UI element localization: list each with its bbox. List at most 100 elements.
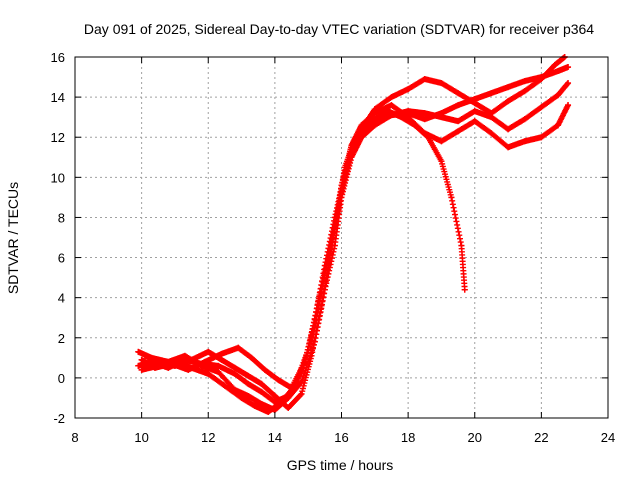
data-point: [248, 354, 255, 361]
data-point: [405, 86, 412, 93]
data-point: [455, 118, 462, 125]
data-point: [181, 352, 188, 359]
data-point: [538, 76, 545, 83]
data-point: [271, 392, 278, 399]
data-point: [328, 246, 335, 253]
data-point: [505, 98, 512, 105]
data-point: [565, 102, 572, 109]
data-point: [488, 90, 495, 97]
data-point: [555, 68, 562, 75]
data-point: [565, 80, 572, 87]
data-point: [245, 372, 252, 379]
data-point: [398, 114, 405, 121]
data-point: [251, 402, 258, 409]
y-tick-label: 4: [58, 291, 65, 306]
y-tick-label: 0: [58, 371, 65, 386]
data-point: [471, 100, 478, 107]
x-tick-label: 18: [401, 430, 415, 445]
y-tick-label: 12: [51, 130, 65, 145]
data-point: [135, 348, 142, 355]
data-point: [505, 84, 512, 91]
data-point: [141, 352, 148, 359]
data-point: [205, 348, 212, 355]
data-point: [471, 118, 478, 125]
x-axis-ticks: 8 10 12 14 16 18 20 22 24: [71, 57, 615, 445]
data-point: [371, 122, 378, 129]
data-point: [138, 356, 145, 363]
data-point: [438, 138, 445, 145]
data-point: [188, 364, 195, 371]
data-points: [135, 54, 572, 415]
data-point: [521, 88, 528, 95]
data-point: [521, 116, 528, 123]
data-point: [455, 128, 462, 135]
data-point: [218, 350, 225, 357]
series-trace-4: [138, 108, 468, 415]
y-tick-label: 10: [51, 170, 65, 185]
data-point: [538, 104, 545, 111]
x-tick-label: 16: [334, 430, 348, 445]
data-point: [305, 346, 312, 353]
data-point: [348, 150, 355, 157]
data-point: [565, 64, 572, 71]
data-point: [238, 394, 245, 401]
data-point: [505, 126, 512, 133]
data-point: [385, 108, 392, 115]
data-point: [421, 116, 428, 123]
data-point: [458, 242, 465, 249]
y-tick-label: 6: [58, 251, 65, 266]
data-point: [488, 130, 495, 137]
data-point: [171, 356, 178, 363]
data-point: [201, 358, 208, 365]
data-point: [455, 102, 462, 109]
data-point: [258, 388, 265, 395]
data-point: [555, 122, 562, 129]
data-point: [505, 144, 512, 151]
y-tick-label: -2: [53, 411, 65, 426]
y-tick-label: 2: [58, 331, 65, 346]
data-point: [235, 344, 242, 351]
data-point: [438, 80, 445, 87]
data-point: [291, 382, 298, 389]
data-point: [538, 134, 545, 141]
chart-title: Day 091 of 2025, Sidereal Day-to-day VTE…: [84, 21, 594, 37]
data-point: [438, 114, 445, 121]
data-point: [138, 366, 145, 373]
data-point: [135, 362, 142, 369]
data-point: [438, 158, 445, 165]
marker-path: [141, 54, 568, 411]
x-tick-label: 12: [201, 430, 215, 445]
data-point: [271, 398, 278, 405]
data-point: [245, 380, 252, 387]
y-axis-label: SDTVAR / TECUs: [5, 182, 21, 294]
data-point: [388, 94, 395, 101]
y-tick-label: 8: [58, 210, 65, 225]
data-point: [188, 356, 195, 363]
data-point: [265, 408, 272, 415]
data-point: [231, 370, 238, 377]
data-point: [205, 370, 212, 377]
y-axis-ticks: -2 0 2 4 6 8 10 12 14 16: [51, 50, 608, 426]
data-point: [388, 102, 395, 109]
data-point: [218, 356, 225, 363]
data-point: [245, 392, 252, 399]
data-point: [448, 194, 455, 201]
data-point: [371, 116, 378, 123]
x-axis-label: GPS time / hours: [287, 457, 394, 473]
data-point: [555, 92, 562, 99]
y-tick-label: 14: [51, 90, 65, 105]
x-tick-label: 20: [468, 430, 482, 445]
data-point: [411, 122, 418, 129]
data-point: [471, 108, 478, 115]
data-point: [405, 108, 412, 115]
data-point: [318, 302, 325, 309]
data-point: [215, 362, 222, 369]
x-tick-label: 8: [71, 430, 78, 445]
data-point: [275, 376, 282, 383]
data-point: [258, 400, 265, 407]
data-point: [461, 286, 468, 293]
x-tick-label: 24: [601, 430, 615, 445]
data-point: [421, 76, 428, 83]
data-point: [298, 390, 305, 397]
x-tick-label: 10: [134, 430, 148, 445]
